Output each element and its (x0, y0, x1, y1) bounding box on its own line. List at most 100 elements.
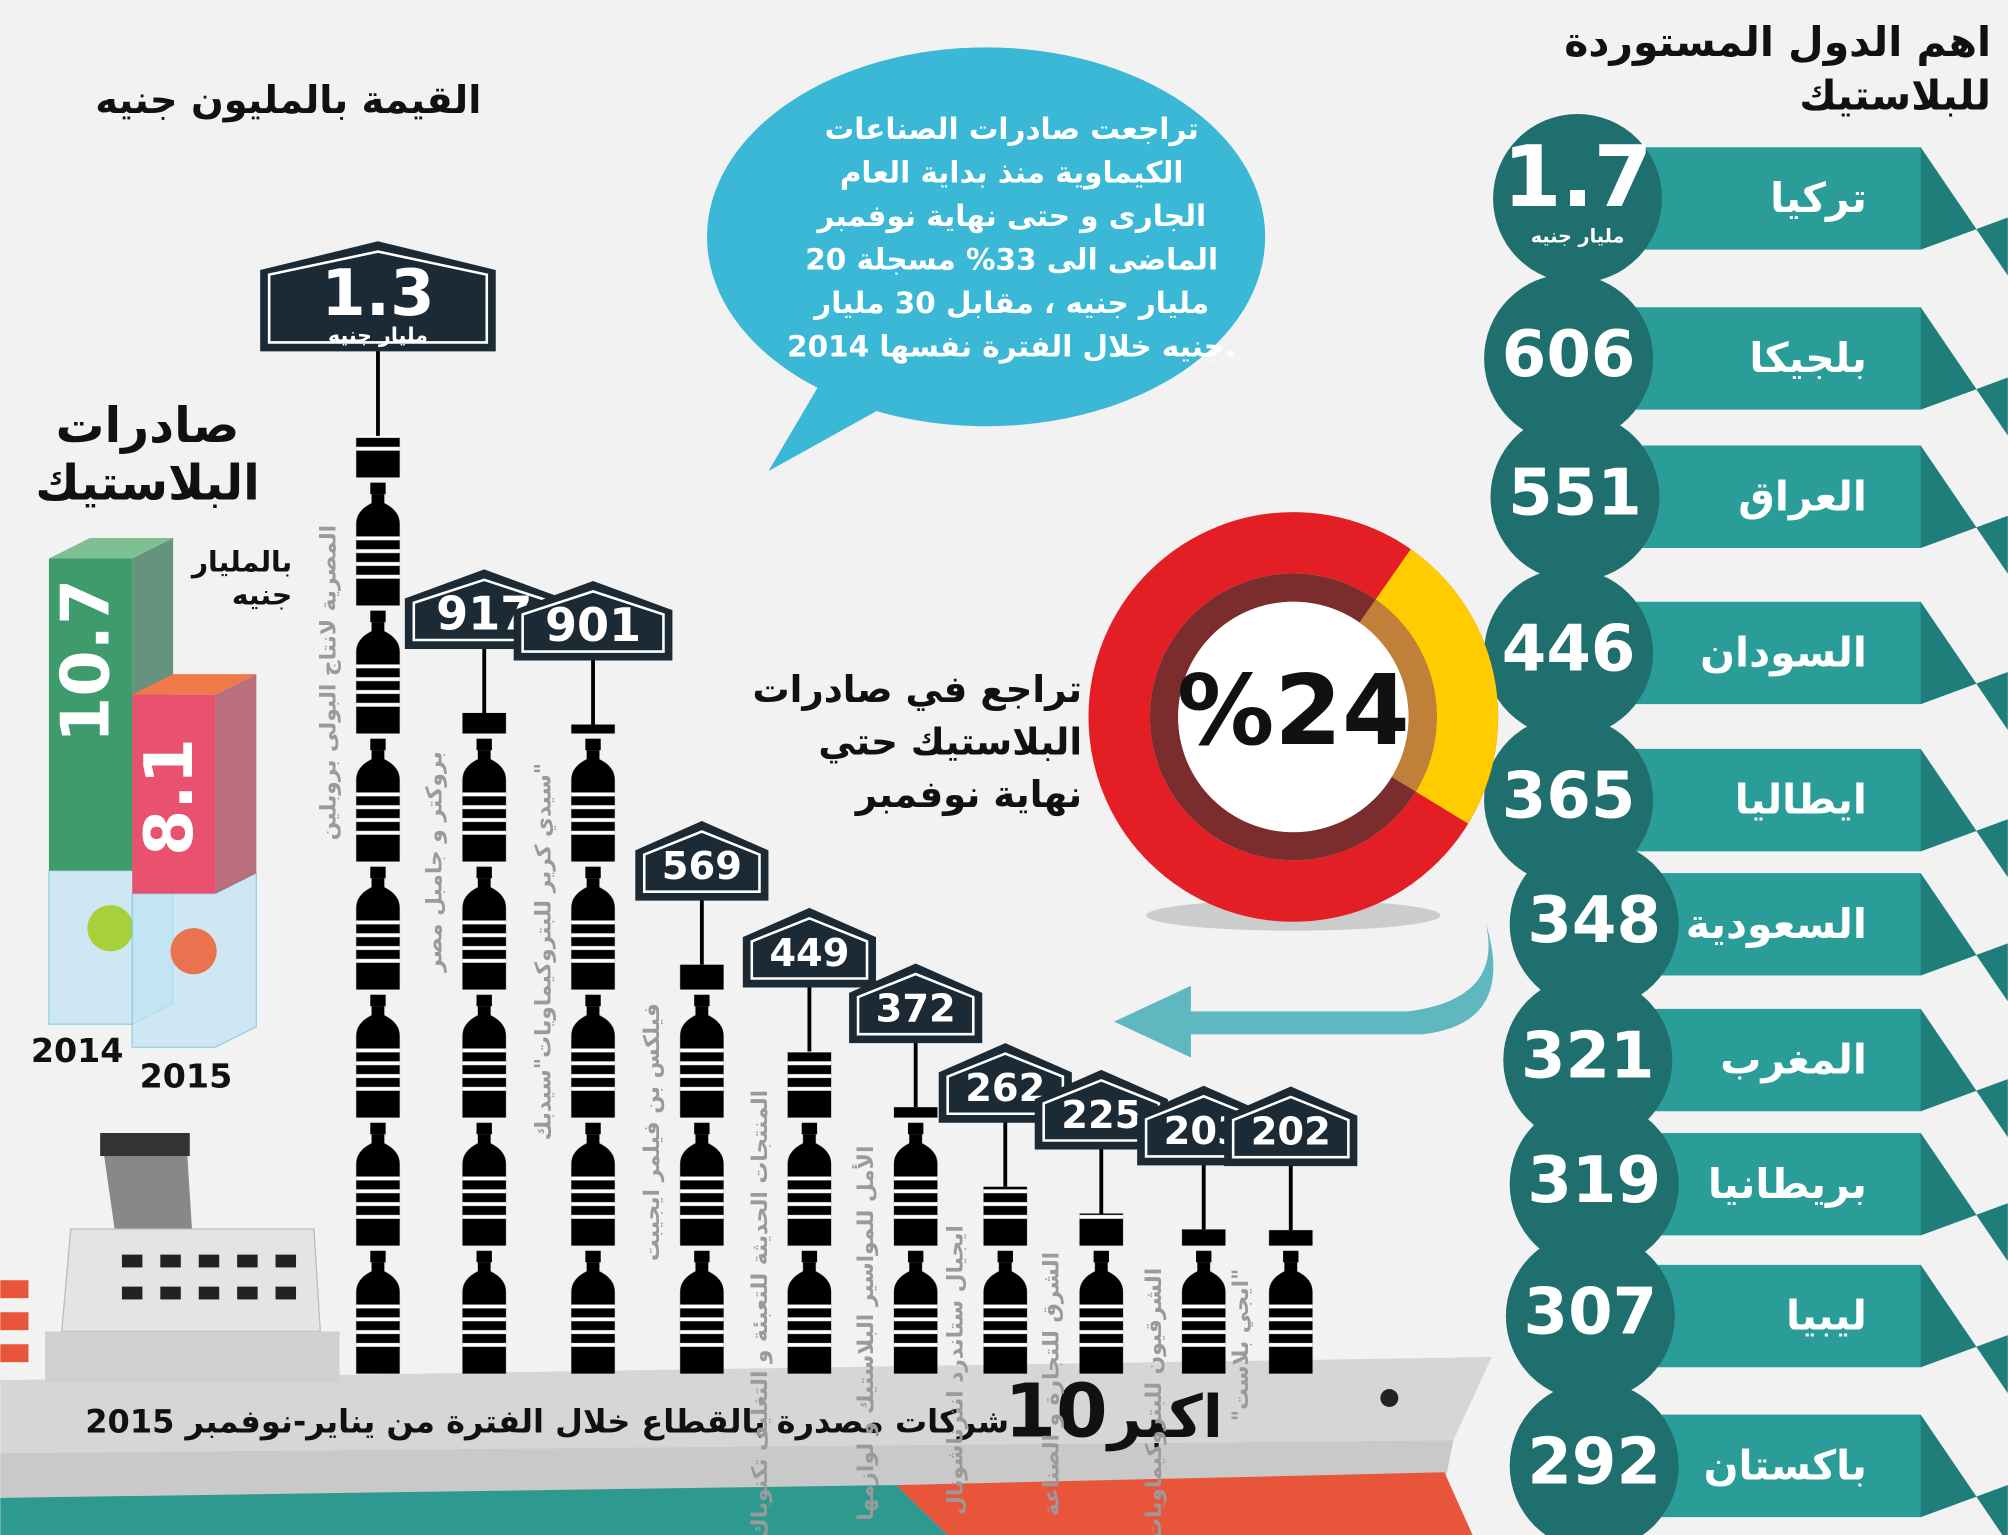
bar (979, 1186, 1031, 1377)
bar-top (48, 537, 174, 559)
sign-border (642, 830, 761, 893)
sign (635, 821, 769, 901)
bar (1075, 1213, 1127, 1377)
ribbon (1594, 1133, 2008, 1262)
ribbon-fold (1920, 1133, 2008, 1262)
chart-title: البلاستيك حتي (818, 720, 1082, 763)
x-tick-label: 2015 (140, 1056, 233, 1095)
ribbon (1594, 1414, 2008, 1535)
ribbon-fold (1920, 873, 2008, 1002)
ship (0, 1133, 1492, 1535)
bottle-column: 901 (513, 580, 673, 1377)
x-tick-label: 2014 (31, 1031, 124, 1070)
value-label: %24 (1177, 654, 1410, 767)
company-name: ايجيال ستاندرد انترناشونال (944, 1225, 969, 1515)
country-name: العراق (1738, 472, 1867, 520)
sign (1224, 1086, 1358, 1167)
chart-title: نهاية نوفمبر (854, 773, 1082, 816)
company-name: الأمل للمواسير البلاستيك و لوازمها (851, 1146, 879, 1521)
value-circle (1509, 1099, 1679, 1269)
chart-title: للبلاستيك (1799, 72, 1991, 120)
ribbon (1568, 307, 2008, 436)
slice (1375, 549, 1499, 824)
value-label: 321 (1521, 1020, 1655, 1094)
value-label: 1.3 (321, 257, 434, 331)
company-name: سيدي كرير للبتروكيماويات"سيدبك" (531, 763, 556, 1141)
bubble-text: جنيه خلال الفترة نفسها 2014. (787, 330, 1236, 364)
title-prefix: اكبر (1105, 1382, 1223, 1452)
country-name: بلجيكا (1749, 334, 1867, 382)
chart-title: صادرات (56, 398, 240, 454)
bubble-text: مليار جنيه ، مقابل 30 مليار (812, 286, 1209, 320)
sign (849, 963, 983, 1044)
value-label: 569 (662, 844, 742, 889)
ribbon-fold (1920, 147, 2008, 276)
country-name: تركيا (1770, 174, 1867, 222)
bar (890, 1107, 942, 1377)
axis-label: القيمة بالمليون جنيه (95, 78, 481, 123)
value-circle (1503, 975, 1673, 1145)
sign-border (750, 916, 869, 980)
bar (567, 724, 619, 1377)
sign-border (1231, 1095, 1350, 1159)
company-name: الشرق للتجارة و الصناعة (1040, 1252, 1065, 1516)
value-circle (1490, 412, 1660, 582)
bubble-text: تراجعت صادرات الصناعات (825, 112, 1199, 146)
value-label: 449 (769, 931, 849, 976)
value-label: 8.1 (130, 738, 208, 856)
ball (170, 928, 217, 975)
value-circle (1484, 568, 1654, 738)
value-label: 10.7 (47, 579, 125, 743)
company-name: فيلكس بن فيلمر ايجيبت (640, 1003, 665, 1261)
unit-label: مليار جنيه (1531, 224, 1625, 247)
value-label: 551 (1508, 456, 1642, 530)
company-name: "ايجي بلاست" (1229, 1269, 1254, 1422)
value-label: 262 (965, 1066, 1045, 1111)
bottle-column: 202 (1224, 1086, 1358, 1377)
speech-bubble (706, 47, 1266, 472)
unit-label: بالمليار (190, 545, 292, 578)
ribbon-fold (1920, 445, 2008, 574)
value-label: 606 (1502, 318, 1636, 392)
bar (352, 435, 404, 1377)
sign-border (267, 250, 489, 344)
ribbon (1594, 873, 2008, 1002)
value-label: 446 (1502, 612, 1636, 686)
ribbon-fold (1920, 1008, 2008, 1137)
company-name: المنتجات الحديثة للتعبئة و التغليف تكنوب… (748, 1090, 773, 1535)
value-label: 307 (1524, 1276, 1658, 1350)
value-label: 202 (1251, 1110, 1331, 1155)
value-circle (1509, 1381, 1679, 1535)
ribbon (1590, 1264, 2008, 1393)
sign-border (521, 590, 665, 653)
bar (458, 712, 510, 1377)
bottle-column: 569 (635, 821, 769, 1377)
ball (87, 905, 134, 952)
sign-border (856, 972, 975, 1036)
ribbon (1587, 1008, 2008, 1137)
country-name: باكستان (1704, 1441, 1867, 1489)
chart-title: تراجع في صادرات (752, 668, 1082, 711)
value-circle (1493, 113, 1663, 283)
bar (783, 1051, 836, 1377)
country-name: بريطانيا (1708, 1160, 1867, 1208)
country-name: المغرب (1720, 1036, 1867, 1084)
ribbon (1568, 601, 2008, 730)
arrow (1114, 921, 1494, 1058)
sign (513, 580, 673, 661)
bar (1265, 1230, 1317, 1377)
ribbon (1574, 445, 2008, 574)
value-label: 292 (1527, 1425, 1661, 1499)
value-label: 319 (1527, 1144, 1661, 1218)
bar-top (132, 674, 257, 695)
country-name: ايطاليا (1735, 776, 1867, 824)
bubble-text: الكيماوية منذ بداية العام (840, 156, 1184, 190)
title-number: 10 (1004, 1367, 1107, 1454)
bubble-text: الجارى و حتى نهاية نوفمبر (815, 199, 1206, 233)
sign (742, 907, 876, 988)
bar (676, 964, 728, 1377)
sign (260, 241, 496, 352)
country-name: ليبيا (1786, 1292, 1867, 1340)
